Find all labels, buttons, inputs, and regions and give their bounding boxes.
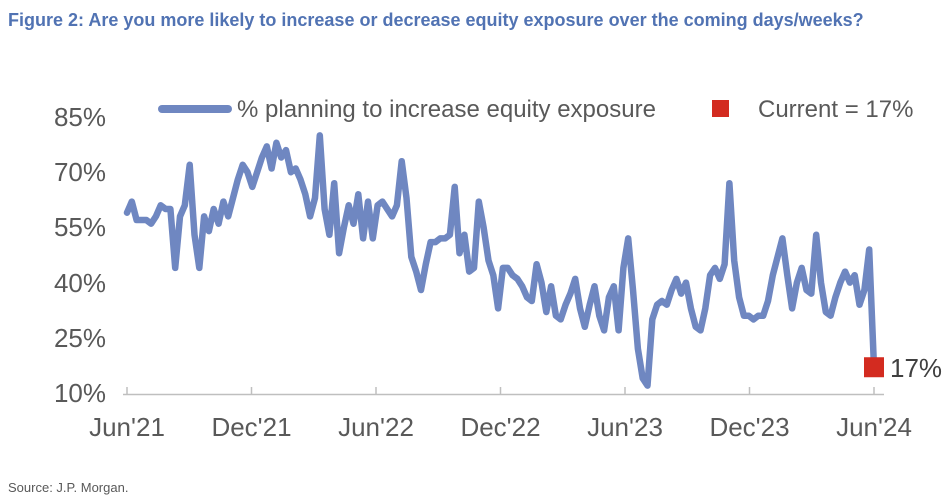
current-marker-swatch-icon <box>712 100 729 117</box>
y-tick-label: 85% <box>53 102 106 132</box>
y-tick-label: 10% <box>53 378 106 408</box>
source-note: Source: J.P. Morgan. <box>8 480 129 495</box>
x-tick-label: Dec'21 <box>211 412 292 442</box>
y-tick-label: 55% <box>53 212 106 243</box>
series-line <box>123 132 878 389</box>
x-tick-label: Dec'23 <box>709 412 790 442</box>
x-tick-label: Jun'23 <box>587 412 663 442</box>
y-tick-label: 25% <box>53 322 106 353</box>
current-value-annotation: 17% <box>890 353 943 383</box>
x-tick-label: Jun'22 <box>338 412 414 442</box>
x-tick-label: Jun'21 <box>89 412 165 442</box>
page-title: Figure 2: Are you more likely to increas… <box>8 10 864 30</box>
x-tick-label: Dec'22 <box>460 412 541 442</box>
current-marker <box>864 357 884 378</box>
series-line-swatch-icon <box>158 105 232 113</box>
y-tick-label: 40% <box>53 267 106 298</box>
legend-series-label: % planning to increase equity exposure <box>237 96 656 123</box>
y-tick-label: 70% <box>53 157 106 188</box>
legend-current-label: Current = 17% <box>758 96 914 123</box>
x-tick-label: Jun'24 <box>836 412 912 442</box>
